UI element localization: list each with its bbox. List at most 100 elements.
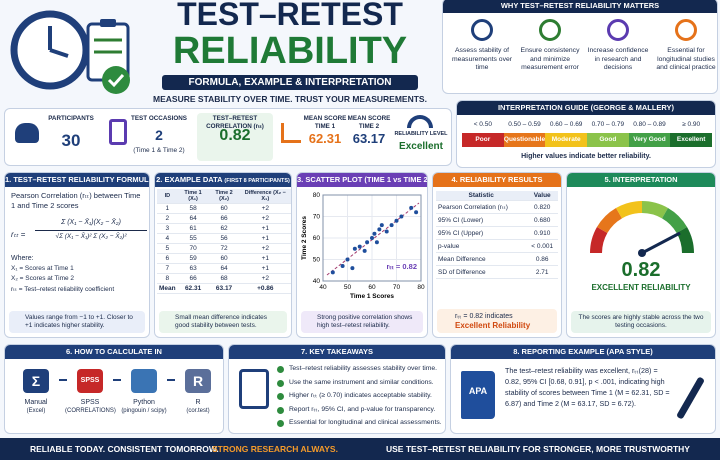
formula-def: X₂ = Scores at Time 2 [11,275,75,282]
tool-icon [131,369,157,393]
tool-detail: (cor.test) [186,408,210,414]
interpretation-value: 0.82 [621,259,661,281]
y-tick-label: 40 [313,278,321,285]
title-line1: TEST–RETEST [177,0,403,32]
column-header: Time 1 (X₁) [177,189,209,204]
tool-name: Manual [24,399,48,406]
table-cell: +2 [239,203,291,214]
y-tick-label: 80 [313,192,321,199]
tool-name: Python [133,399,155,406]
formula-note: Values range from −1 to +1. Closer to +1… [9,311,145,333]
panel-title: 1. TEST–RETEST RELIABILITY FORMULA [5,173,149,187]
mean-cell: +0.86 [239,283,291,294]
table-cell: +2 [239,243,291,254]
stat-label: MEAN SCORE TIME 1 [303,115,347,130]
column-header: Statistic [436,191,527,201]
range-level: Poor [462,133,504,147]
why-icon [539,19,561,41]
formula-where: Where: [11,255,34,262]
example-note: Small mean difference indicates good sta… [159,311,287,333]
panel-title: INTERPRETATION GUIDE (GEORGE & MALLERY) [457,101,715,115]
why-panel: WHY TEST–RETEST RELIABILITY MATTERS Asse… [442,0,718,94]
table-row: 5 70 72 +2 [157,243,291,254]
table-cell: 6 [157,253,178,264]
tool-icon: SPSS [77,369,103,393]
trend-line [326,202,420,276]
table-cell: 58 [177,203,209,214]
range-label: ≥ 0.90 [682,121,701,128]
results-header-row: Statistic Value [436,191,558,201]
table-cell: 7 [157,263,178,274]
y-tick-label: 50 [313,257,321,264]
table-cell: 72 [208,243,240,254]
range-label: 0.60 – 0.69 [549,121,583,128]
table-row: 1 58 60 +2 [157,203,291,214]
stat-label: RELIABILITY LEVEL [394,131,448,137]
table-row: 7 63 64 +1 [157,263,291,274]
tool-detail: (CORRELATIONS) [65,408,116,414]
stat-label: TEST–RETEST CORRELATION (rₜₜ) [206,115,264,130]
tool-detail: (pingouin / scipy) [121,408,167,414]
results-cell: < 0.001 [526,239,558,253]
results-cell: SD of Difference [436,265,527,279]
decoration [102,66,130,94]
panel-title: 7. KEY TAKEAWAYS [229,345,445,359]
stat-value: 30 [61,131,81,150]
gauge-segment [676,227,694,254]
results-row: p-value < 0.001 [436,239,558,253]
mean-cell: 63.17 [208,283,240,294]
title-line2: RELIABILITY [172,30,408,72]
stat-icon [281,123,301,143]
tool-icon: R [185,369,211,393]
x-tick-label: 50 [344,284,352,291]
takeaway: Higher rₜₜ (≥ 0.70) indicates acceptable… [289,392,432,399]
guide-note: Higher values indicate better reliabilit… [521,153,651,160]
check-bullet [277,420,284,427]
stat-icon [15,123,39,143]
results-row: SD of Difference 2.71 [436,265,558,279]
x-axis-label: Time 1 Scores [350,293,394,300]
stats-panel: PARTICIPANTS 30 TEST OCCASIONS 2 (Time 1 & T… [4,108,452,166]
why-item: Essential for longitudinal studies and c… [656,47,716,71]
example-panel: 2. EXAMPLE DATA (FIRST 8 PARTICIPANTS) I… [154,172,292,338]
table-cell: 1 [157,203,178,214]
table-row: 3 61 62 +1 [157,223,291,234]
table-cell: +2 [239,273,291,284]
column-header: Value [526,191,558,201]
mean-cell: 62.31 [177,283,209,294]
range-label: 0.70 – 0.79 [591,121,625,128]
why-item: Ensure consistency and minimize measurem… [520,47,580,71]
take-panel: 7. KEY TAKEAWAYS Test–retest reliability… [228,344,446,434]
column-header: Time 2 (X₂) [208,189,240,204]
results-note-line: rₜₜ = 0.82 indicates [455,313,513,320]
results-cell: 95% CI (Lower) [436,213,527,227]
arrow [59,379,67,381]
table-cell: 55 [177,233,209,244]
table-cell: 2 [157,213,178,224]
results-row: 95% CI (Upper) 0.910 [436,226,558,240]
gauge-segment [661,207,688,234]
table-cell: 64 [177,213,209,224]
gauge-segment [641,201,668,219]
annotation: rₜₜ = 0.82 [387,262,418,271]
why-item: Increase confidence in research and deci… [587,47,649,71]
scatter-point [384,229,389,234]
table-cell: 5 [157,243,178,254]
table-cell: 63 [177,263,209,274]
check-bullet [277,393,284,400]
scatter-point [370,236,374,240]
pen-icon [675,376,706,420]
table-cell: 62 [208,223,240,234]
range-level: Moderate [545,133,587,147]
gauge [590,201,694,257]
table-cell: 61 [177,223,209,234]
decoration [49,48,69,58]
range-level: Good [587,133,629,147]
tool-detail: (Excel) [26,408,46,414]
scatter-point [357,244,362,249]
scatter-point [330,270,335,275]
tool-name: R [195,399,201,406]
check-bullet [277,379,284,387]
why-icon [471,19,493,41]
